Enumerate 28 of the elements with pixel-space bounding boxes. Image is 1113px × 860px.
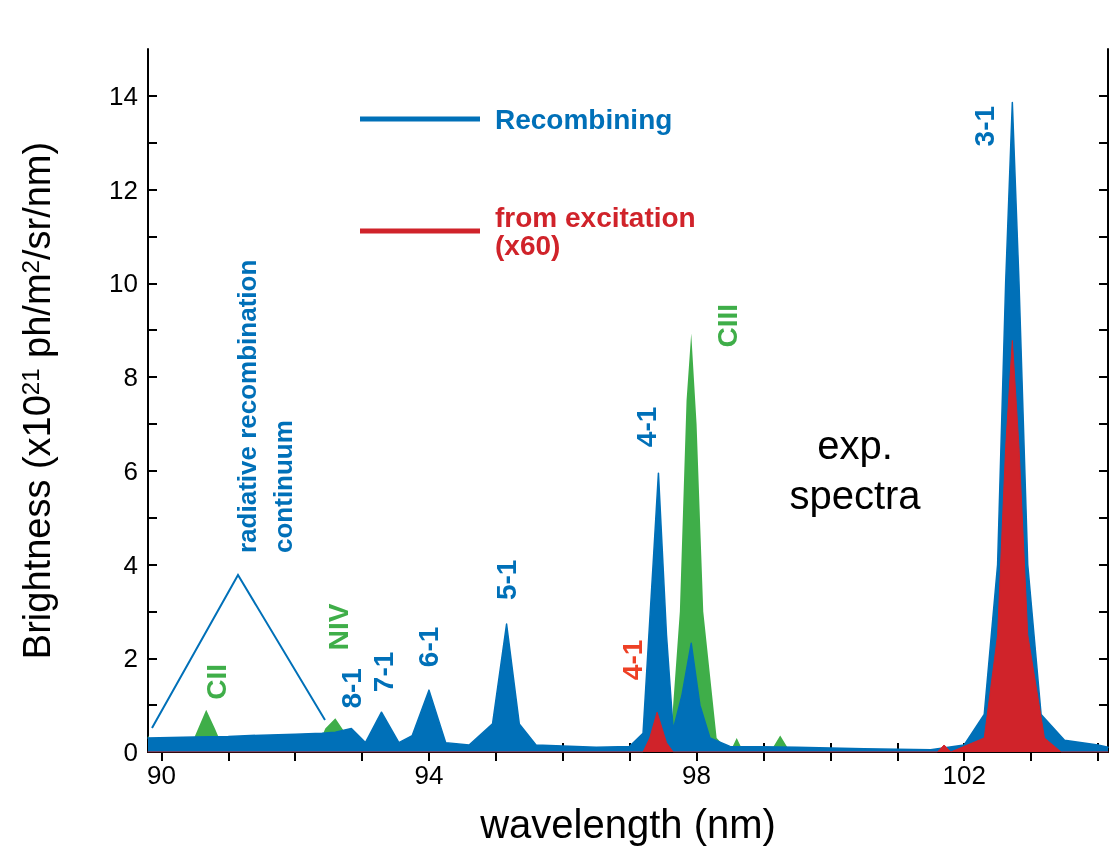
annotation: exp. spectra — [789, 423, 922, 517]
annotation: CIII — [711, 303, 743, 348]
annotation: 4-1 — [616, 639, 648, 681]
y-tick-label: 8 — [123, 362, 138, 393]
y-tick-label: 10 — [109, 268, 138, 299]
y-tick-label: 0 — [123, 737, 138, 767]
annotation: 7-1 — [367, 651, 399, 693]
y-tick-label: 6 — [123, 455, 138, 486]
x-axis-title: wavelength (nm) — [479, 802, 776, 846]
annotation: 4-1 — [630, 406, 662, 448]
x-tick-label: 98 — [682, 760, 712, 790]
annotation: radiative recombination continuum — [232, 259, 298, 553]
x-tick-label: 102 — [942, 760, 986, 790]
annotation: 8-1 — [335, 668, 367, 709]
annotation: NIV — [322, 603, 354, 651]
annotation: 3-1 — [968, 105, 1000, 147]
legend-label: Recombining — [495, 103, 673, 135]
annotation: 6-1 — [413, 626, 445, 668]
x-tick-label: 94 — [414, 760, 444, 790]
legend-label: from excitation (x60) — [495, 201, 696, 261]
y-tick-label: 4 — [123, 549, 138, 580]
annotation: 5-1 — [491, 559, 523, 601]
y-tick-label: 14 — [109, 80, 138, 111]
y-tick-label: 12 — [109, 174, 138, 205]
y-tick-label: 2 — [123, 643, 138, 674]
x-tick-label: 90 — [146, 760, 176, 790]
annotation: CII — [200, 664, 232, 700]
y-axis-title: Brightness (x1021 ph/m2/sr/nm) — [16, 141, 58, 660]
